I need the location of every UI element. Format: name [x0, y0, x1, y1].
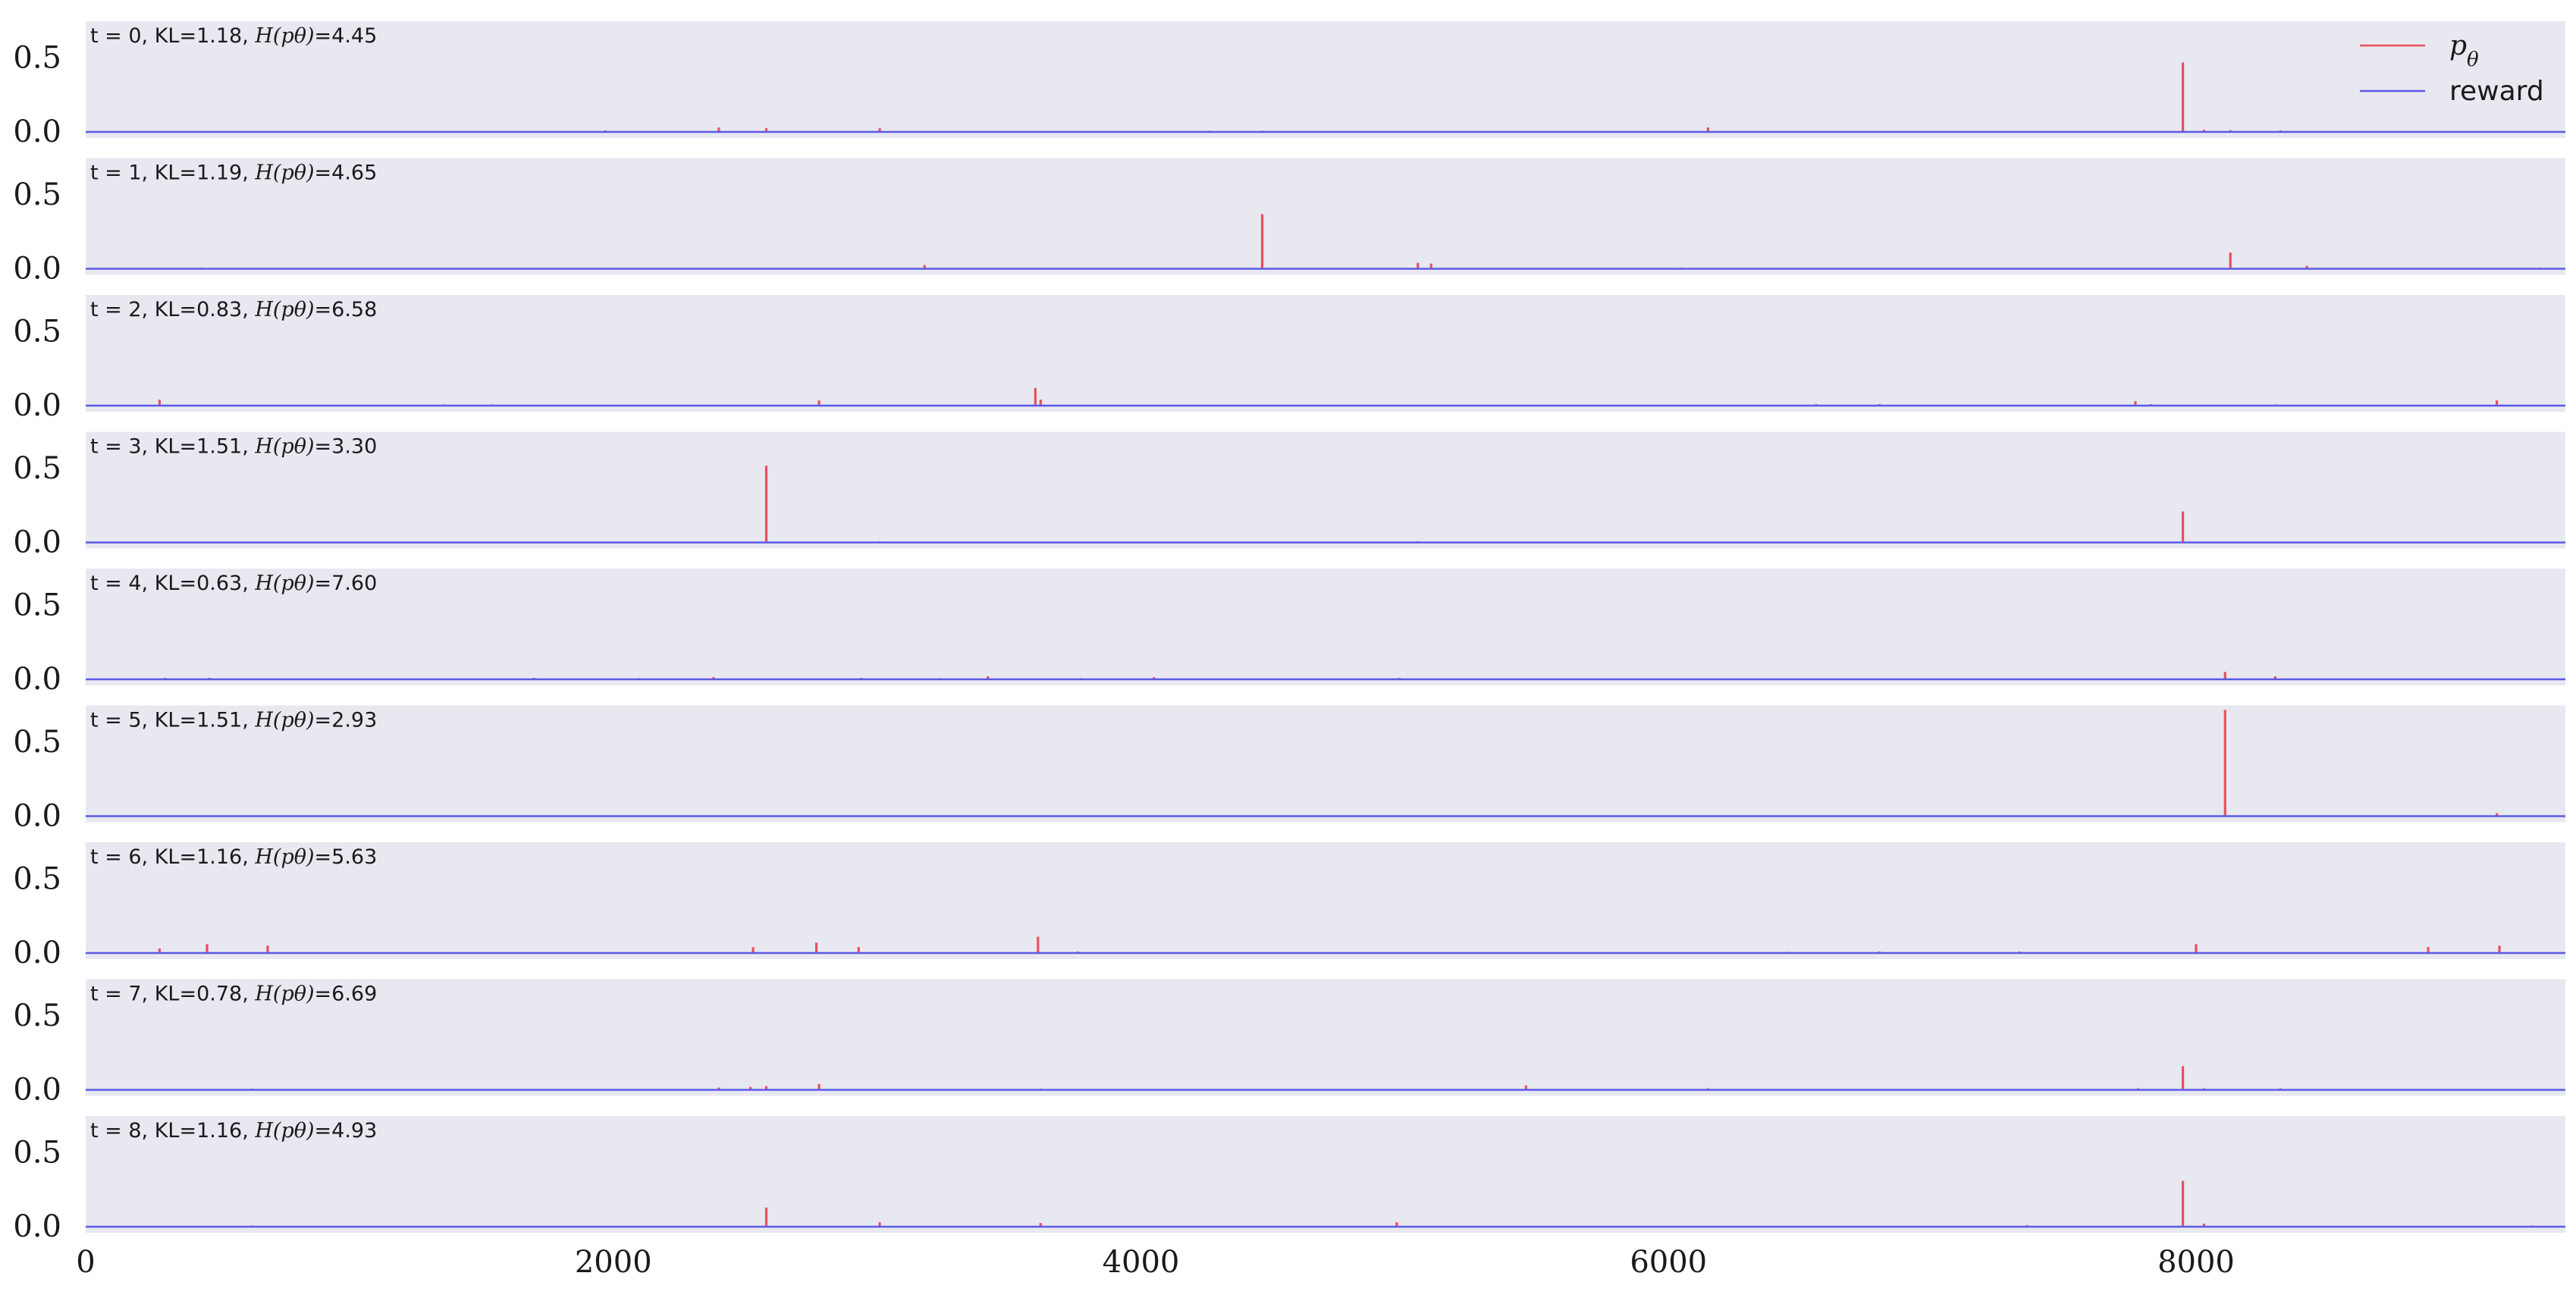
x-tick-label: 8000: [2157, 1245, 2235, 1280]
y-tick-label: 0.5: [13, 588, 61, 623]
y-tick-label: 0.0: [13, 252, 61, 287]
panel-label: t = 7, KL=0.78, H(pθ)=6.69: [90, 983, 377, 1006]
legend-label: reward: [2449, 76, 2544, 107]
panel-label: t = 5, KL=1.51, H(pθ)=2.93: [90, 709, 377, 732]
y-tick-label: 0.5: [13, 998, 61, 1033]
y-tick-label: 0.0: [13, 799, 61, 834]
panel-3: 0.0 0.5 t = 3, KL=1.51, H(pθ)=3.30: [13, 431, 2565, 560]
y-tick-label: 0.5: [13, 862, 61, 897]
panel-label: t = 8, KL=1.16, H(pθ)=4.93: [90, 1119, 377, 1143]
panel-6: 0.0 0.5 t = 6, KL=1.16, H(pθ)=5.63: [13, 842, 2565, 970]
legend: pθ reward: [2360, 30, 2544, 107]
panel-8: 0.0 0.5 t = 8, KL=1.16, H(pθ)=4.93: [13, 1116, 2565, 1244]
panel-background: [86, 979, 2565, 1096]
panel-2: 0.0 0.5 t = 2, KL=0.83, H(pθ)=6.58: [13, 295, 2565, 423]
y-tick-label: 0.0: [13, 1073, 61, 1108]
y-tick-label: 0.0: [13, 662, 61, 697]
y-tick-label: 0.5: [13, 41, 61, 76]
y-tick-label: 0.5: [13, 451, 61, 486]
x-tick-label: 0: [76, 1245, 95, 1280]
y-tick-label: 0.5: [13, 177, 61, 212]
y-tick-label: 0.0: [13, 114, 61, 149]
panel-7: 0.0 0.5 t = 7, KL=0.78, H(pθ)=6.69: [13, 979, 2565, 1108]
panel-label: t = 3, KL=1.51, H(pθ)=3.30: [90, 435, 377, 459]
y-tick-label: 0.0: [13, 388, 61, 423]
panel-background: [86, 21, 2565, 138]
panel-5: 0.0 0.5 t = 5, KL=1.51, H(pθ)=2.93: [13, 705, 2565, 834]
x-tick-label: 2000: [575, 1245, 652, 1280]
panel-label: t = 2, KL=0.83, H(pθ)=6.58: [90, 298, 377, 321]
y-tick-label: 0.5: [13, 1136, 61, 1171]
panel-4: 0.0 0.5 t = 4, KL=0.63, H(pθ)=7.60: [13, 569, 2565, 697]
panel-label: t = 1, KL=1.19, H(pθ)=4.65: [90, 161, 377, 185]
panel-background: [86, 842, 2565, 959]
panel-background: [86, 569, 2565, 685]
panel-label: t = 4, KL=0.63, H(pθ)=7.60: [90, 572, 377, 595]
panel-0: 0.0 0.5 t = 0, KL=1.18, H(pθ)=4.45 pθ reward: [13, 21, 2565, 149]
y-tick-label: 0.0: [13, 1209, 61, 1244]
panel-label: t = 6, KL=1.16, H(pθ)=5.63: [90, 845, 377, 869]
panel-background: [86, 431, 2565, 549]
panel-label: t = 0, KL=1.18, H(pθ)=4.45: [90, 24, 377, 48]
y-tick-label: 0.0: [13, 525, 61, 560]
y-tick-label: 0.0: [13, 936, 61, 970]
panel-background: [86, 295, 2565, 412]
legend-label: pθ: [2449, 30, 2479, 71]
y-tick-label: 0.5: [13, 725, 61, 760]
panel-background: [86, 705, 2565, 823]
x-tick-label: 6000: [1630, 1245, 1707, 1280]
panel-background: [86, 158, 2565, 275]
x-tick-label: 4000: [1103, 1245, 1180, 1280]
panel-background: [86, 1116, 2565, 1233]
y-tick-label: 0.5: [13, 315, 61, 350]
panel-1: 0.0 0.5 t = 1, KL=1.19, H(pθ)=4.65: [13, 158, 2565, 287]
